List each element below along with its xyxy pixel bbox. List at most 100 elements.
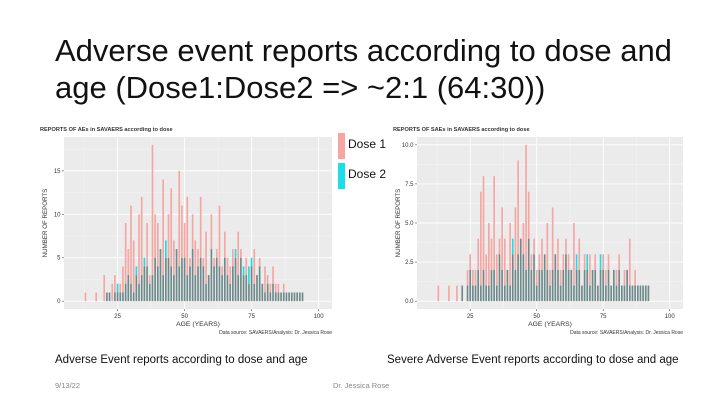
ae-bar-dose2 — [143, 257, 146, 267]
sae-bar-dose1 — [628, 238, 631, 286]
ae-ytick-label: 15 — [54, 169, 61, 175]
sae-bar-overlap — [509, 285, 511, 302]
sae-bar-overlap — [570, 269, 573, 302]
sae-bar-overlap — [493, 269, 495, 302]
ae-bar-dose1 — [111, 283, 114, 302]
ae-bar-overlap — [108, 292, 111, 302]
sae-bar-overlap — [503, 285, 506, 302]
sae-bar-overlap — [623, 285, 626, 302]
sae-data-source: Data source: SAVAERS/Analysis: Dr. Jessi… — [570, 330, 683, 336]
legend-label-dose1: Dose 1 — [348, 137, 387, 151]
ae-bar-overlap — [186, 275, 189, 302]
sae-bar-overlap — [517, 254, 519, 302]
sae-bar-dose1 — [498, 238, 501, 255]
sae-bar-dose1 — [495, 254, 498, 286]
sae-bar-dose1 — [469, 254, 472, 270]
ae-data-source: Data source: SAVAERS/Analysis: Dr. Jessi… — [219, 330, 332, 336]
ae-bar-dose1 — [148, 275, 151, 284]
ae-bar-overlap — [258, 266, 261, 302]
ae-bar-dose2 — [248, 266, 250, 284]
ae-bar-overlap — [140, 275, 143, 302]
ae-bar-dose1 — [114, 275, 116, 293]
ae-bar-overlap — [143, 266, 146, 302]
ae-ytick-label: 5 — [57, 256, 61, 262]
ae-bar-dose1 — [191, 214, 194, 250]
ae-bar-dose1 — [173, 240, 175, 276]
ae-bar-dose1 — [199, 196, 202, 258]
sae-bar-overlap — [495, 285, 498, 302]
sae-bar-dose1 — [477, 238, 480, 270]
sae-bar-dose1 — [493, 176, 495, 270]
ae-bar-overlap — [156, 266, 159, 302]
sae-bar-overlap — [591, 269, 594, 302]
sae-bar-overlap — [642, 285, 644, 302]
ae-bar-overlap — [183, 257, 186, 302]
ae-bar-dose1 — [95, 292, 97, 302]
ae-bar-dose1 — [167, 214, 170, 258]
sae-bar-overlap — [586, 269, 589, 302]
ae-bar-overlap — [274, 292, 277, 302]
ae-bar-overlap — [237, 275, 240, 302]
sae-bar-dose1 — [538, 254, 541, 270]
ae-bar-dose2 — [250, 257, 253, 267]
sae-bar-overlap — [490, 269, 493, 302]
sae-bar-dose1 — [533, 238, 535, 255]
ae-bar-overlap — [234, 257, 237, 302]
ae-bar-dose1 — [223, 231, 226, 258]
ae-bar-overlap — [293, 292, 296, 302]
sae-bar-dose2 — [575, 254, 578, 270]
ae-bar-overlap — [290, 292, 293, 302]
sae-bar-overlap — [605, 285, 607, 302]
sae-bar-overlap — [530, 269, 533, 302]
sae-bar-overlap — [551, 269, 554, 302]
sae-bar-dose1 — [562, 254, 565, 270]
ae-bar-dose2 — [242, 266, 245, 276]
ae-bar-dose1 — [232, 249, 234, 267]
ae-x-axis-label: AGE (YEARS) — [176, 321, 220, 328]
ae-bar-overlap — [189, 266, 191, 302]
legend-swatch-dose1 — [338, 133, 345, 159]
ae-bar-dose1 — [132, 240, 135, 293]
sae-bar-overlap — [472, 285, 474, 302]
sae-bar-overlap — [466, 285, 469, 302]
sae-bar-overlap — [487, 285, 490, 302]
ae-bar-overlap — [205, 283, 207, 302]
ae-bar-overlap — [266, 283, 269, 302]
ae-xtick-label: 100 — [314, 314, 325, 320]
ae-bar-dose1 — [186, 196, 189, 276]
ae-bar-overlap — [114, 292, 116, 302]
sae-bar-overlap — [628, 285, 631, 302]
sae-bar-overlap — [469, 269, 472, 302]
ae-bar-dose1 — [122, 266, 124, 293]
sae-bar-dose1 — [490, 238, 493, 270]
ae-bar-dose1 — [274, 283, 277, 293]
ae-bar-overlap — [130, 283, 132, 302]
sae-bar-overlap — [557, 269, 559, 302]
ae-bar-overlap — [138, 283, 140, 302]
legend-item-dose2: Dose 2 — [338, 163, 398, 193]
sae-bar-dose1 — [522, 223, 525, 255]
ae-bar-overlap — [165, 257, 167, 302]
sae-bar-dose1 — [602, 254, 605, 270]
sae-xtick-label: 25 — [467, 314, 474, 320]
sae-ytick-label: 7.5 — [405, 182, 414, 188]
ae-bar-overlap — [223, 257, 226, 302]
sae-bar-overlap — [607, 269, 610, 302]
ae-bar-dose1 — [146, 223, 148, 267]
ae-bar-overlap — [151, 275, 154, 302]
ae-bar-overlap — [261, 283, 264, 302]
sae-bar-overlap — [620, 285, 623, 302]
sae-bar-overlap — [583, 269, 586, 302]
caption-sae: Severe Adverse Event reports according t… — [387, 354, 679, 366]
sae-bar-overlap — [525, 269, 527, 302]
sae-bar-dose1 — [549, 269, 551, 286]
sae-bar-overlap — [626, 269, 628, 302]
sae-bar-overlap — [543, 254, 546, 302]
sae-bar-dose1 — [573, 223, 575, 286]
ae-bar-overlap — [106, 292, 108, 302]
sae-bar-dose1 — [607, 254, 610, 270]
sae-bar-overlap — [594, 269, 597, 302]
sae-bar-dose1 — [514, 207, 517, 270]
ae-bar-overlap — [229, 283, 231, 302]
ae-bar-dose1 — [119, 283, 122, 293]
